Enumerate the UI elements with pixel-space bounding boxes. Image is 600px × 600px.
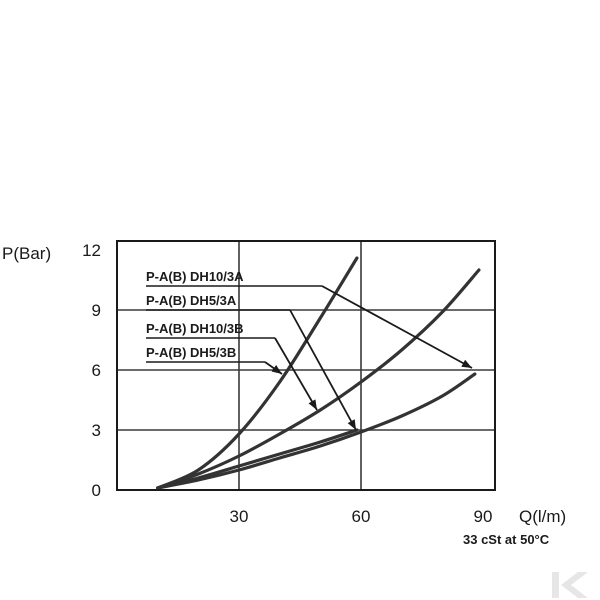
x-tick-label: 30 [230,507,249,526]
y-tick-label: 6 [92,361,101,380]
plot-frame [116,240,496,491]
x-tick-label: 60 [352,507,371,526]
y-tick-label: 12 [82,241,101,260]
legend-arrowhead [461,359,472,368]
brand-logo-k-icon [552,572,588,598]
series-line-p-a-b-dh5-3a [156,268,481,490]
legend-pointer-line [321,285,473,369]
legend-label: P-A(B) DH10/3B [146,321,244,336]
legend-layer: P-A(B) DH10/3A P-A(B) DH5/3A P-A(B) DH10/3… [146,269,473,431]
legend-arrowhead [347,419,356,430]
y-tick-label: 9 [92,301,101,320]
legend-label: P-A(B) DH5/3B [146,345,236,360]
legend-label: P-A(B) DH10/3A [146,269,244,284]
viscosity-annotation: 33 cSt at 50°C [463,532,550,547]
legend-arrowhead [308,399,317,410]
curves-layer [156,256,481,490]
x-axis-label: Q(l/m) [519,507,566,526]
ticks-layer: 0 3 6 9 12 30 60 90 [82,241,492,526]
series-line-p-a-b-dh10-3b [156,428,359,490]
y-tick-label: 0 [92,481,101,500]
legend-pointer-line [274,337,318,411]
x-tick-label: 90 [474,507,493,526]
series-line-p-a-b-dh10-3a [156,256,359,490]
legend-label: P-A(B) DH5/3A [146,293,237,308]
legend-arrowhead [271,364,282,374]
series-line-p-a-b-dh5-3b [156,372,477,490]
legend-pointer-line [289,309,357,431]
y-axis-label: P(Bar) [2,244,51,263]
y-tick-label: 3 [92,421,101,440]
